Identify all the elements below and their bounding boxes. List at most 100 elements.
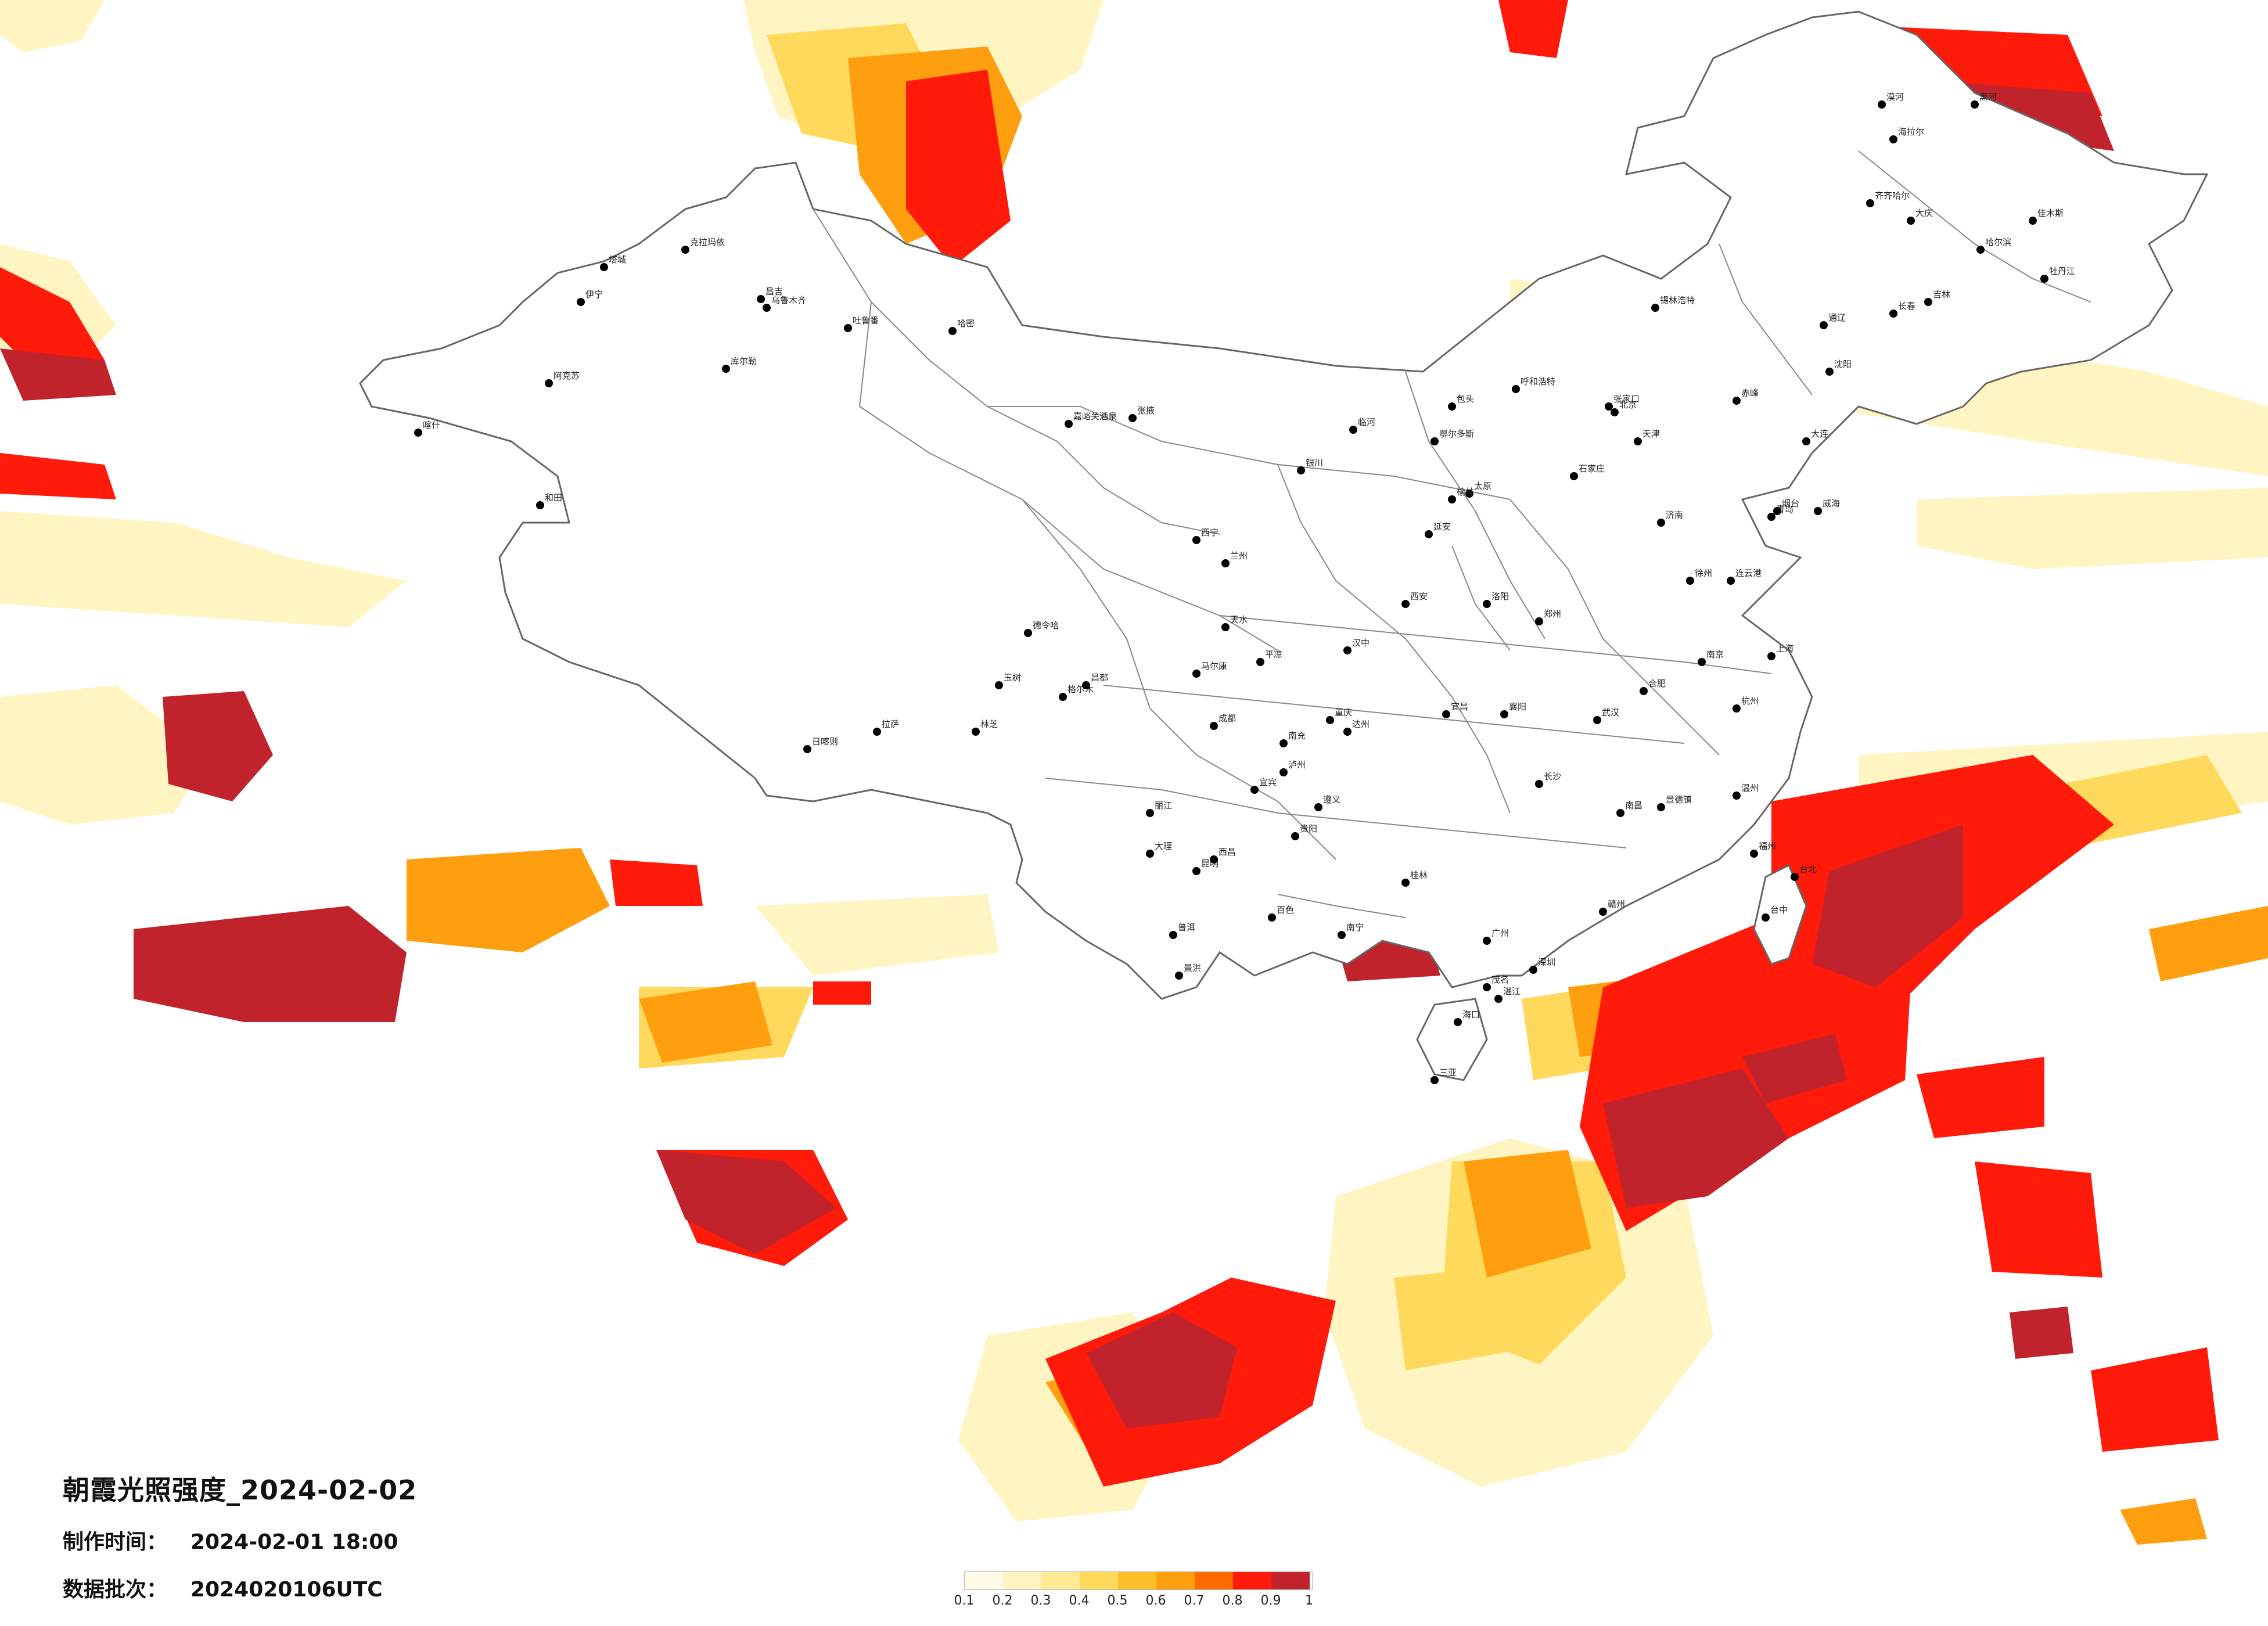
city-dot (1250, 786, 1259, 794)
city-dot (1733, 792, 1741, 800)
city-dot (1866, 199, 1874, 207)
legend-tick-label: 1 (1305, 1593, 1313, 1608)
data-batch-value: 2024020106UTC (191, 1578, 383, 1602)
city-dot (948, 327, 957, 335)
city-dot (414, 429, 422, 437)
city-dot (1570, 472, 1578, 480)
city-label: 广州 (1491, 928, 1509, 938)
city-dot (1500, 710, 1508, 718)
city-label: 茂名 (1491, 974, 1509, 985)
city-label: 天津 (1642, 429, 1660, 439)
city-dot (763, 304, 771, 312)
city-label: 普洱 (1178, 922, 1195, 933)
legend-tick-label: 0.9 (1260, 1593, 1281, 1608)
city-label: 徐州 (1695, 568, 1712, 578)
city-label: 包头 (1457, 394, 1474, 404)
city-label: 威海 (1823, 498, 1840, 509)
city-dot (1082, 681, 1090, 689)
city-dot (1483, 600, 1491, 608)
city-dot (600, 263, 608, 271)
city-label: 赤峰 (1741, 388, 1759, 398)
city-label: 拉萨 (882, 719, 899, 729)
city-label: 吉林 (1933, 289, 1950, 300)
city-label: 合肥 (1648, 678, 1666, 689)
city-dot (1169, 931, 1177, 939)
city-label: 延安 (1433, 521, 1451, 532)
legend-swatch-6 (1156, 1572, 1195, 1589)
production-time-value: 2024-02-01 18:00 (191, 1530, 398, 1554)
production-time-label: 制作时间： (63, 1530, 168, 1554)
city-dot (1210, 722, 1218, 730)
city-dot (1878, 100, 1886, 109)
city-dot (1535, 780, 1543, 788)
city-dot (2029, 217, 2037, 225)
city-label: 天水 (1230, 614, 1248, 625)
city-label: 郑州 (1544, 609, 1561, 619)
city-label: 德令哈 (1033, 620, 1059, 631)
legend-tick-label: 0.3 (1030, 1593, 1051, 1608)
legend-color-bar (964, 1571, 1313, 1590)
city-label: 南京 (1706, 649, 1724, 660)
city-label: 温州 (1741, 783, 1759, 793)
city-label: 达州 (1352, 719, 1370, 729)
color-legend: 0.1 0.2 0.3 0.4 0.5 0.6 0.7 0.8 0.9 1 (954, 1571, 1313, 1613)
city-dot (1430, 437, 1439, 445)
city-label: 鄂尔多斯 (1439, 429, 1474, 439)
city-dot (1593, 716, 1601, 724)
city-label: 阿克苏 (553, 370, 580, 381)
city-dot (1924, 298, 1932, 306)
city-label: 黑河 (1979, 92, 1997, 102)
city-dot (1657, 803, 1665, 811)
map-caption: 朝霞光照强度_2024-02-02 制作时间： 2024-02-01 18:00 … (63, 1469, 417, 1603)
city-label: 张家口 (1613, 394, 1640, 404)
city-label: 佳木斯 (2037, 208, 2064, 218)
city-dot (1750, 850, 1758, 858)
city-dot (1430, 1076, 1439, 1084)
city-label: 昌都 (1091, 672, 1108, 683)
city-label: 喀什 (423, 420, 440, 430)
city-dot (1256, 658, 1264, 666)
city-dot (1535, 617, 1543, 625)
city-dot (873, 728, 881, 736)
city-label: 通辽 (1828, 312, 1846, 323)
city-dot (1425, 530, 1433, 538)
city-dot (1448, 402, 1456, 411)
city-dot (1733, 397, 1741, 405)
city-dot (1889, 135, 1897, 143)
city-dot (1221, 559, 1230, 567)
city-dot (803, 745, 811, 753)
legend-tick-label: 0.4 (1069, 1593, 1090, 1608)
city-label: 烟台 (1782, 498, 1799, 509)
production-time: 制作时间： 2024-02-01 18:00 (63, 1525, 417, 1555)
city-dot (1268, 913, 1276, 922)
city-label: 沈阳 (1834, 359, 1852, 369)
city-label: 重庆 (1335, 707, 1352, 718)
city-dot (995, 681, 1003, 689)
city-dot (1401, 600, 1410, 608)
city-dot (1175, 972, 1183, 980)
legend-swatch-9 (1271, 1572, 1310, 1589)
city-label: 牡丹江 (2049, 266, 2075, 276)
city-label: 玉树 (1004, 672, 1021, 683)
city-label: 武汉 (1602, 707, 1619, 718)
legend-tick-label: 0.8 (1222, 1593, 1243, 1608)
city-label: 丽江 (1155, 800, 1172, 811)
city-dot (1454, 1018, 1462, 1026)
city-dot (1483, 937, 1491, 945)
legend-tick-label: 0.5 (1107, 1593, 1128, 1608)
city-dot (1599, 908, 1607, 916)
city-label: 济南 (1666, 510, 1683, 520)
city-label: 海口 (1462, 1009, 1480, 1020)
city-dot (1640, 687, 1648, 695)
city-label: 深圳 (1538, 957, 1555, 967)
city-dot (1698, 658, 1706, 666)
city-dot (972, 728, 980, 736)
city-dot (722, 365, 730, 373)
city-label: 海拉尔 (1898, 127, 1924, 137)
city-dot (1820, 321, 1828, 329)
city-label: 昌吉 (765, 286, 783, 297)
city-label: 台中 (1770, 905, 1788, 915)
legend-swatch-1 (965, 1572, 1003, 1589)
